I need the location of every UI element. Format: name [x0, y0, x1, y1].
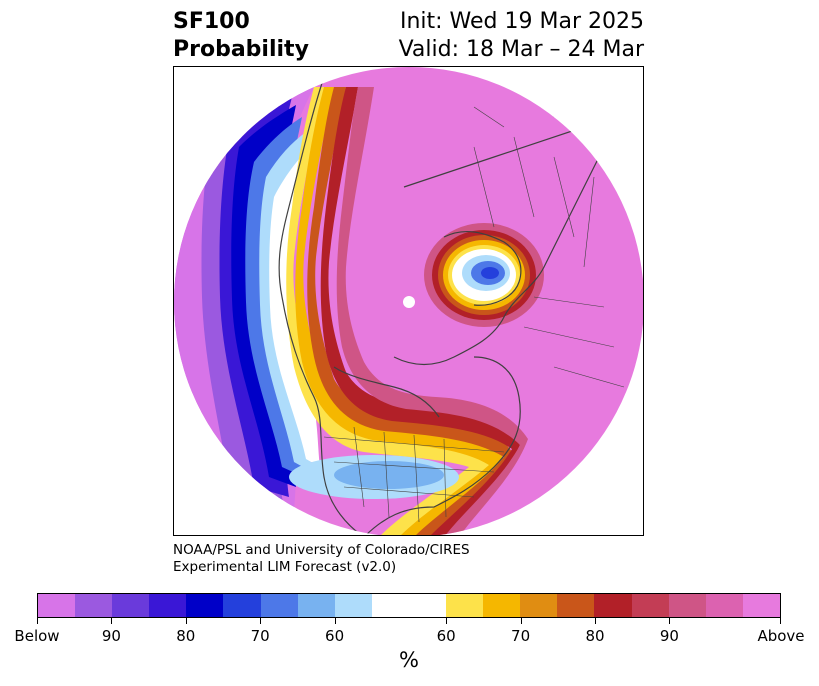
- colorbar-below-seg-0: [38, 594, 76, 617]
- colorbar-tick-label: Below: [14, 627, 60, 645]
- colorbar-tick: [446, 618, 448, 624]
- variable-name: SF100: [173, 9, 250, 34]
- colorbar-tick: [780, 618, 781, 624]
- colorbar-above-seg-0: [446, 594, 484, 617]
- colorbar-above-seg-5: [631, 594, 669, 617]
- above-band-90: [320, 87, 520, 535]
- colorbar-tick-label: 70: [511, 627, 531, 645]
- forecast-map: [173, 66, 644, 536]
- above-band-60: [286, 87, 494, 535]
- chart-title: SF100 Probability: [173, 8, 309, 64]
- colorbar-tick-label: 80: [585, 627, 605, 645]
- colorbar-below-seg-5: [223, 594, 261, 617]
- pole-marker: [403, 296, 415, 308]
- colorbar-below-seg-3: [149, 594, 187, 617]
- valid-range: Valid: 18 Mar – 24 Mar: [398, 37, 644, 62]
- colorbar-tick: [669, 618, 671, 624]
- colorbar-above-seg-7: [705, 594, 743, 617]
- credit-text: NOAA/PSL and University of Colorado/CIRE…: [173, 542, 470, 576]
- variable-subtitle: Probability: [173, 37, 309, 62]
- colorbar-above-seg-4: [594, 594, 632, 617]
- colorbar-tick: [260, 618, 262, 624]
- credit-line-2: Experimental LIM Forecast (v2.0): [173, 559, 397, 575]
- colorbar-tick: [595, 618, 596, 624]
- colorbar-tick-label: 60: [436, 627, 456, 645]
- colorbar-tick-label: 70: [250, 627, 270, 645]
- coastlines: [278, 76, 605, 535]
- colorbar: [37, 593, 781, 618]
- init-date: Init: Wed 19 Mar 2025: [399, 9, 644, 34]
- colorbar-above-seg-3: [557, 594, 595, 617]
- colorbar-below-seg-4: [186, 594, 224, 617]
- colorbar-above-seg-8: [742, 594, 780, 617]
- colorbar-above-seg-6: [668, 594, 706, 617]
- colorbar-below-seg-6: [260, 594, 298, 617]
- colorbar-tick-label: Above: [757, 627, 805, 645]
- colorbar-tick-label: 80: [176, 627, 196, 645]
- above-band-70: [295, 87, 504, 535]
- colorbar-tick: [334, 618, 336, 624]
- colorbar-tick-label: 90: [101, 627, 121, 645]
- colorbar-above-seg-1: [483, 594, 521, 617]
- colorbar-tick: [111, 618, 113, 624]
- colorbar-tick: [185, 618, 187, 624]
- colorbar-tick: [37, 618, 38, 624]
- colorbar-below-seg-8: [334, 594, 372, 617]
- forecast-dates: Init: Wed 19 Mar 2025 Valid: 18 Mar – 24…: [399, 8, 644, 64]
- colorbar-neutral-seg: [371, 594, 447, 617]
- probability-field: [174, 67, 643, 535]
- above-band-95: [336, 87, 528, 535]
- map-canvas: [174, 67, 643, 535]
- colorbar-below-seg-1: [75, 594, 113, 617]
- colorbar-above-seg-2: [520, 594, 558, 617]
- colorbar-tick-label: 60: [325, 627, 345, 645]
- colorbar-tick-label: 90: [659, 627, 679, 645]
- colorbar-below-seg-7: [297, 594, 335, 617]
- colorbar-unit: %: [399, 648, 419, 672]
- credit-line-1: NOAA/PSL and University of Colorado/CIRE…: [173, 542, 470, 558]
- colorbar-below-seg-2: [112, 594, 150, 617]
- barents-below-70: [481, 267, 499, 279]
- colorbar-tick: [520, 618, 522, 624]
